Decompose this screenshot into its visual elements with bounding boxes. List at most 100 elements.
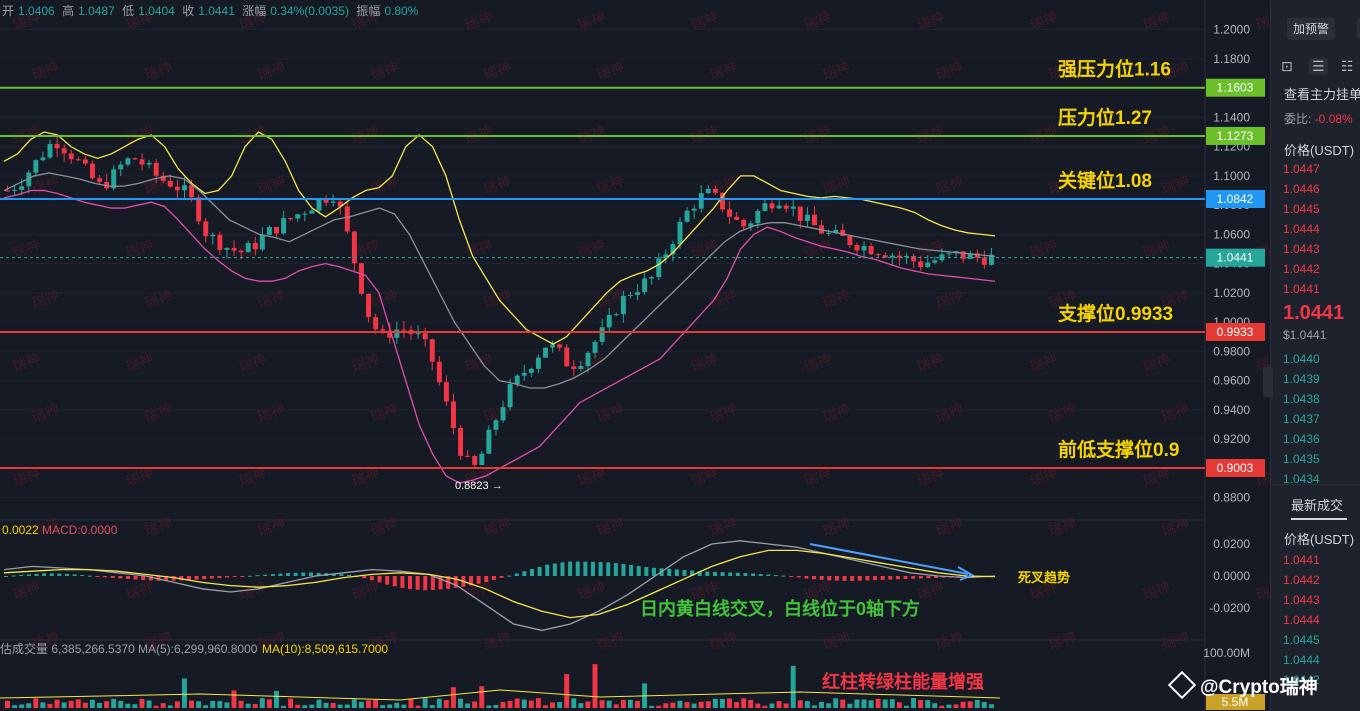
volume-bar <box>174 701 180 708</box>
volume-bar <box>5 700 10 708</box>
candle-body <box>394 329 400 338</box>
watermark-text: 瑞神 <box>933 514 965 539</box>
orderbook-both-icon[interactable]: ⊡ <box>1281 58 1293 74</box>
macd-histogram-bar <box>697 571 702 576</box>
macd-histogram-bar <box>453 576 458 588</box>
ask-row[interactable]: 1.0444 <box>1283 222 1320 236</box>
watermark-text: 瑞神 <box>915 350 947 375</box>
macd-histogram-bar <box>552 563 557 576</box>
trade-row[interactable]: 1.0442 <box>1283 673 1320 687</box>
volume-bar <box>507 700 513 708</box>
volume-bar <box>875 698 881 708</box>
candle-body <box>479 453 485 466</box>
watermark-text: 瑞神 <box>689 236 721 261</box>
candle-body <box>210 234 216 237</box>
bid-row[interactable]: 1.0439 <box>1283 372 1320 386</box>
candle-body <box>231 247 237 251</box>
volume-bar <box>47 703 53 708</box>
macd-histogram-bar <box>682 569 687 576</box>
bid-row[interactable]: 1.0435 <box>1283 452 1320 466</box>
ask-row[interactable]: 1.0441 <box>1283 282 1320 296</box>
orderbook-bids-icon[interactable]: ☰ <box>1309 58 1328 75</box>
volume-tick-label: 100.00M <box>1203 646 1250 660</box>
volume-bar <box>557 702 563 708</box>
macd-histogram-bar <box>270 574 275 576</box>
macd-histogram-bar <box>873 576 878 581</box>
bid-row[interactable]: 1.0440 <box>1283 352 1320 366</box>
price-tag <box>1206 78 1265 97</box>
candle-body <box>75 159 81 161</box>
candle-body <box>266 226 272 235</box>
ask-row[interactable]: 1.0445 <box>1283 202 1320 216</box>
macd-histogram-bar <box>26 574 31 576</box>
ask-row[interactable]: 1.0447 <box>1283 162 1320 176</box>
macd-histogram-bar <box>926 576 931 579</box>
volume-bar <box>288 698 294 708</box>
more-button[interactable] <box>1357 18 1360 40</box>
macd-histogram-bar <box>95 576 100 577</box>
volume-bar <box>196 701 202 708</box>
volume-bar <box>472 701 478 708</box>
candle-body <box>712 188 718 193</box>
price-tag <box>1206 458 1265 477</box>
y-tick-label: 1.1000 <box>1213 169 1250 183</box>
panel-resize-handle[interactable] <box>1263 367 1273 397</box>
macd-histogram-bar <box>667 568 672 576</box>
tab-latest-trades[interactable]: 最新成交 <box>1291 498 1344 513</box>
bid-row[interactable]: 1.0436 <box>1283 432 1320 446</box>
candle-body <box>670 244 676 255</box>
volume-bar <box>727 698 732 708</box>
macd-histogram-bar <box>225 576 230 578</box>
volume-bar <box>89 699 95 708</box>
candle-body <box>875 254 881 256</box>
watermark-text: 瑞神 <box>481 514 513 539</box>
candle-body <box>599 327 605 342</box>
watermark-text: 瑞神 <box>576 236 608 261</box>
candle-body <box>274 226 280 234</box>
candle-body <box>514 375 520 385</box>
candle-body <box>896 255 902 258</box>
trade-row[interactable]: 1.0441 <box>1283 553 1320 567</box>
trade-row[interactable]: 1.0445 <box>1283 633 1320 647</box>
volume-bar <box>783 703 789 708</box>
candle-body <box>656 258 662 278</box>
trade-row[interactable]: 1.0442 <box>1283 573 1320 587</box>
candle-body <box>627 294 633 296</box>
bid-row[interactable]: 1.0434 <box>1283 472 1320 486</box>
volume-bar <box>634 700 640 708</box>
view-main-orders-link[interactable]: 查看主力挂单 <box>1284 87 1360 102</box>
candle-body <box>422 333 428 340</box>
bid-row[interactable]: 1.0437 <box>1283 412 1320 426</box>
macd-histogram-bar <box>751 573 756 576</box>
trade-row[interactable]: 1.0443 <box>1283 593 1320 607</box>
candle-body <box>443 382 449 402</box>
volume-bar <box>61 702 67 708</box>
watermark-text: 瑞神 <box>255 58 287 83</box>
orderbook-asks-icon[interactable]: ☷ <box>1341 58 1354 74</box>
trade-row[interactable]: 1.0444 <box>1283 653 1320 667</box>
volume-bar <box>238 700 244 708</box>
volume-bar <box>896 702 902 708</box>
volume-bar <box>882 699 888 708</box>
volume-bar <box>854 699 860 708</box>
ask-row[interactable]: 1.0442 <box>1283 262 1320 276</box>
ask-row[interactable]: 1.0443 <box>1283 242 1320 256</box>
volume-bar <box>988 704 994 708</box>
macd-histogram-bar <box>743 573 748 576</box>
watermark-text: 瑞神 <box>11 236 43 261</box>
volume-bar <box>75 699 81 708</box>
macd-histogram-bar <box>347 574 352 576</box>
macd-histogram-bar <box>202 576 207 580</box>
macd-histogram-bar <box>629 564 634 576</box>
macd-histogram-bar <box>423 576 428 591</box>
bid-row[interactable]: 1.0438 <box>1283 392 1320 406</box>
add-alert-button[interactable]: 加预警 <box>1287 18 1336 40</box>
volume-bar <box>224 702 230 708</box>
macd-histogram-bar <box>286 573 291 576</box>
level-label: 关键位1.08 <box>1058 169 1152 192</box>
trade-row[interactable]: 1.0444 <box>1283 613 1320 627</box>
volume-bar <box>613 704 619 708</box>
volume-bar <box>111 698 117 708</box>
macd-tick-label: 0.0200 <box>1213 537 1250 551</box>
ask-row[interactable]: 1.0446 <box>1283 182 1320 196</box>
